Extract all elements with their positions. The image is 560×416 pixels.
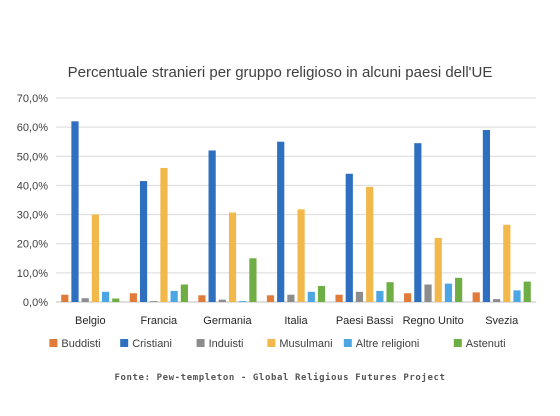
bar-svezia-musulmani (503, 224, 511, 302)
legend-swatch (120, 339, 129, 347)
bar-regno-unito-astenuti (455, 277, 463, 302)
chart-title: Percentuale stranieri per gruppo religio… (68, 64, 493, 81)
legend-swatch (49, 339, 58, 347)
bar-germania-induisti (218, 299, 226, 302)
x-axis-ticks: Belgio Francia Germania Italia Paesi Bassi Re… (75, 315, 519, 327)
bar-regno-unito-buddisti (404, 293, 412, 302)
bar-belgio-astenuti (112, 298, 120, 302)
y-tick-label: 70,0% (17, 93, 48, 105)
bar-paesi-bassi-astenuti (386, 282, 394, 302)
legend-label: Cristiani (132, 338, 172, 350)
legend-swatch (196, 339, 205, 347)
y-tick-label: 0,0% (23, 297, 48, 309)
bar-germania-buddisti (198, 295, 206, 302)
bar-italia-musulmani (297, 209, 305, 302)
bar-belgio-altre-religioni (101, 291, 110, 302)
bars (61, 121, 531, 302)
x-tick-label: Italia (284, 315, 308, 327)
bar-francia-cristiani (139, 181, 148, 302)
x-tick-label: Regno Unito (403, 315, 464, 327)
bar-regno-unito-induisti (424, 284, 432, 302)
bar-germania-altre-religioni (239, 301, 247, 302)
bar-svezia-altre-religioni (513, 290, 521, 302)
bar-paesi-bassi-cristiani (345, 173, 353, 302)
bar-paesi-bassi-induisti (355, 291, 364, 302)
x-tick-label: Francia (141, 315, 179, 327)
legend-swatch (267, 339, 276, 347)
x-tick-label: Svezia (485, 315, 519, 327)
bar-regno-unito-altre-religioni (444, 283, 453, 302)
legend-label: Altre religioni (356, 338, 420, 350)
bar-belgio-buddisti (61, 294, 69, 302)
legend-swatch (453, 339, 462, 347)
x-tick-label: Germania (203, 315, 252, 327)
bar-francia-musulmani (160, 167, 168, 302)
source-caption: Fonte: Pew-templeton - Global Religious … (114, 373, 446, 383)
x-tick-label: Paesi Bassi (336, 315, 393, 327)
bar-francia-buddisti (129, 293, 137, 302)
bar-svezia-astenuti (523, 281, 531, 302)
bar-paesi-bassi-musulmani (366, 186, 374, 302)
bar-svezia-induisti (493, 299, 501, 302)
gridlines (56, 97, 536, 303)
bar-italia-astenuti (317, 285, 326, 302)
bar-paesi-bassi-altre-religioni (376, 290, 384, 302)
bar-italia-buddisti (266, 295, 275, 302)
bar-belgio-cristiani (71, 121, 79, 302)
legend-label: Buddisti (61, 338, 100, 350)
y-tick-label: 10,0% (17, 268, 48, 280)
bar-svezia-cristiani (482, 130, 491, 302)
y-tick-label: 60,0% (17, 122, 48, 134)
y-tick-label: 20,0% (17, 239, 48, 251)
x-tick-label: Belgio (75, 315, 106, 327)
bar-francia-astenuti (180, 284, 188, 302)
y-axis-ticks: 0,0% 10,0% 20,0% 30,0% 40,0% 50,0% 60,0% 70,0% (17, 93, 48, 309)
bar-germania-astenuti (249, 258, 257, 302)
bar-regno-unito-musulmani (434, 237, 442, 302)
y-tick-label: 40,0% (17, 180, 48, 192)
legend-label: Induisti (209, 338, 244, 350)
legend-swatch (343, 339, 352, 347)
legend: Buddisti Cristiani Induisti Musulmani Altre … (49, 338, 506, 350)
bar-paesi-bassi-buddisti (335, 294, 343, 302)
bar-francia-altre-religioni (170, 290, 178, 302)
y-tick-label: 30,0% (17, 210, 48, 222)
legend-label: Musulmani (279, 338, 332, 350)
legend-label: Astenuti (466, 338, 506, 350)
bar-italia-altre-religioni (307, 291, 315, 302)
bar-regno-unito-cristiani (414, 143, 422, 302)
y-tick-label: 50,0% (17, 151, 48, 163)
bar-italia-cristiani (277, 141, 285, 302)
bar-belgio-musulmani (91, 214, 99, 302)
bar-italia-induisti (287, 294, 295, 302)
bar-belgio-induisti (81, 298, 89, 302)
bar-germania-cristiani (208, 150, 216, 302)
bar-francia-induisti (150, 301, 158, 302)
bar-germania-musulmani (228, 212, 237, 302)
bar-svezia-buddisti (472, 292, 480, 302)
